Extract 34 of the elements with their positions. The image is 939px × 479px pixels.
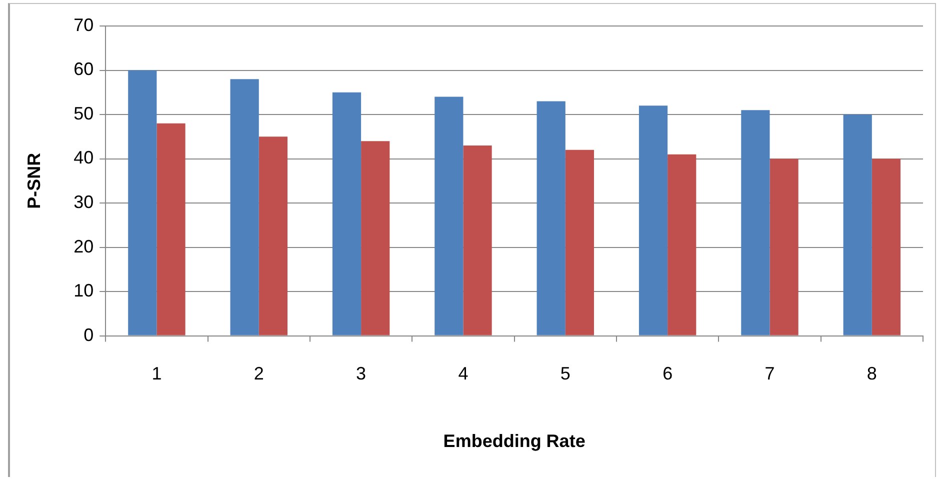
bar [361,141,390,336]
bar [463,145,492,336]
bar [638,106,668,336]
x-tick-label: 4 [458,364,468,384]
y-tick-label: 10 [74,280,94,301]
bar [156,123,186,336]
bar [434,96,464,336]
x-tick-label: 8 [866,364,877,384]
y-tick-label: 40 [74,148,94,168]
bar [230,79,259,336]
bar [536,101,566,336]
y-tick-label: 20 [74,236,94,256]
bar [668,154,696,336]
bar [741,110,770,336]
y-axis-title: P-SNR [24,152,44,209]
bar [872,158,901,336]
bar [332,92,362,336]
bar [128,70,157,336]
y-tick-label: 50 [74,103,94,124]
bar [843,114,872,336]
x-tick-label: 6 [662,364,673,384]
x-axis-title: Embedding Rate [443,431,586,452]
x-tick-label: 5 [560,364,570,384]
y-tick-label: 30 [74,192,94,212]
x-tick-label: 3 [356,364,366,384]
bar [565,150,594,336]
y-tick-label: 60 [74,59,94,80]
y-tick-label: 70 [74,14,94,35]
x-tick-label: 7 [764,364,775,384]
bar [258,136,288,336]
y-tick-label: 0 [84,324,94,345]
bar [770,158,798,336]
x-tick-label: 2 [254,364,264,384]
x-tick-label: 1 [152,364,162,384]
